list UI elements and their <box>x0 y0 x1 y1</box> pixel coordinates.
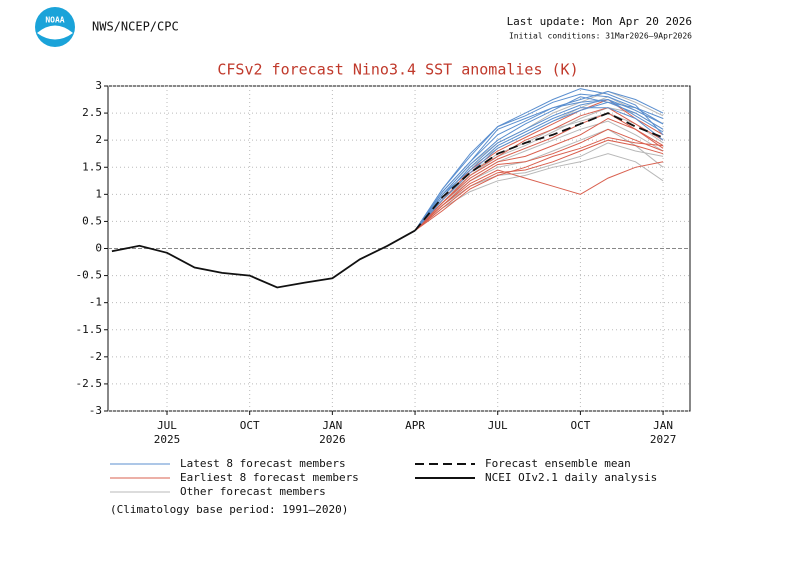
member-line <box>414 117 664 231</box>
member-line <box>414 98 664 231</box>
x-tick-label: JAN 2026 <box>319 419 346 446</box>
member-line <box>414 98 664 231</box>
legend-label: Latest 8 forecast members <box>180 457 346 470</box>
y-tick-label: 1.5 <box>82 160 102 173</box>
member-line <box>414 107 664 231</box>
y-tick-label: 2.5 <box>82 106 102 119</box>
legend-label: Forecast ensemble mean <box>485 457 631 470</box>
y-tick-label: 3 <box>95 79 102 92</box>
last-update: Last update: Mon Apr 20 2026 <box>507 15 692 28</box>
y-tick-label: -1.5 <box>76 323 103 336</box>
observed-line <box>111 229 416 289</box>
member-line <box>414 112 664 231</box>
y-tick-label: 0 <box>95 242 102 255</box>
y-tick-label: -3 <box>89 404 102 417</box>
member-line <box>414 128 664 231</box>
member-line <box>414 107 664 231</box>
member-line <box>414 153 664 231</box>
x-tick-label: JUL 2025 <box>153 419 181 446</box>
legend-label: Other forecast members <box>180 485 326 498</box>
x-tick-label: OCT <box>239 419 260 432</box>
chart-title: CFSv2 forecast Nino3.4 SST anomalies (K) <box>217 61 578 79</box>
x-tick-label: APR <box>405 419 425 432</box>
y-tick-label: -1 <box>89 296 102 309</box>
y-tick-label: 0.5 <box>82 214 102 227</box>
x-tick-label: JUL <box>487 419 508 432</box>
logo-text: NOAA <box>45 16 64 25</box>
logo-wave <box>37 25 73 40</box>
x-tick-label: JAN 2027 <box>649 419 677 446</box>
member-line <box>414 101 664 231</box>
y-tick-label: 2 <box>95 133 102 146</box>
note: (Climatology base period: 1991–2020) <box>110 503 348 516</box>
member-line <box>414 136 664 232</box>
y-tick-label: 1 <box>95 187 102 200</box>
y-tick-label: -2 <box>89 350 102 363</box>
legend-label: Earliest 8 forecast members <box>180 471 359 484</box>
y-tick-label: -0.5 <box>76 269 103 282</box>
member-line <box>414 88 664 231</box>
mean-line <box>414 112 664 232</box>
member-line <box>414 98 664 231</box>
member-line <box>414 96 664 231</box>
agency: NWS/NCEP/CPC <box>92 20 179 34</box>
x-tick-label: OCT <box>570 419 591 432</box>
member-line <box>414 161 664 231</box>
member-line <box>414 139 664 231</box>
member-line <box>414 142 664 231</box>
member-line <box>414 93 664 231</box>
initial-conditions: Initial conditions: 31Mar2026–9Apr2026 <box>509 32 692 41</box>
y-tick-label: -2.5 <box>76 377 103 390</box>
legend-label: NCEI OIv2.1 daily analysis <box>485 471 657 484</box>
member-line <box>414 128 664 231</box>
member-line <box>414 107 664 231</box>
